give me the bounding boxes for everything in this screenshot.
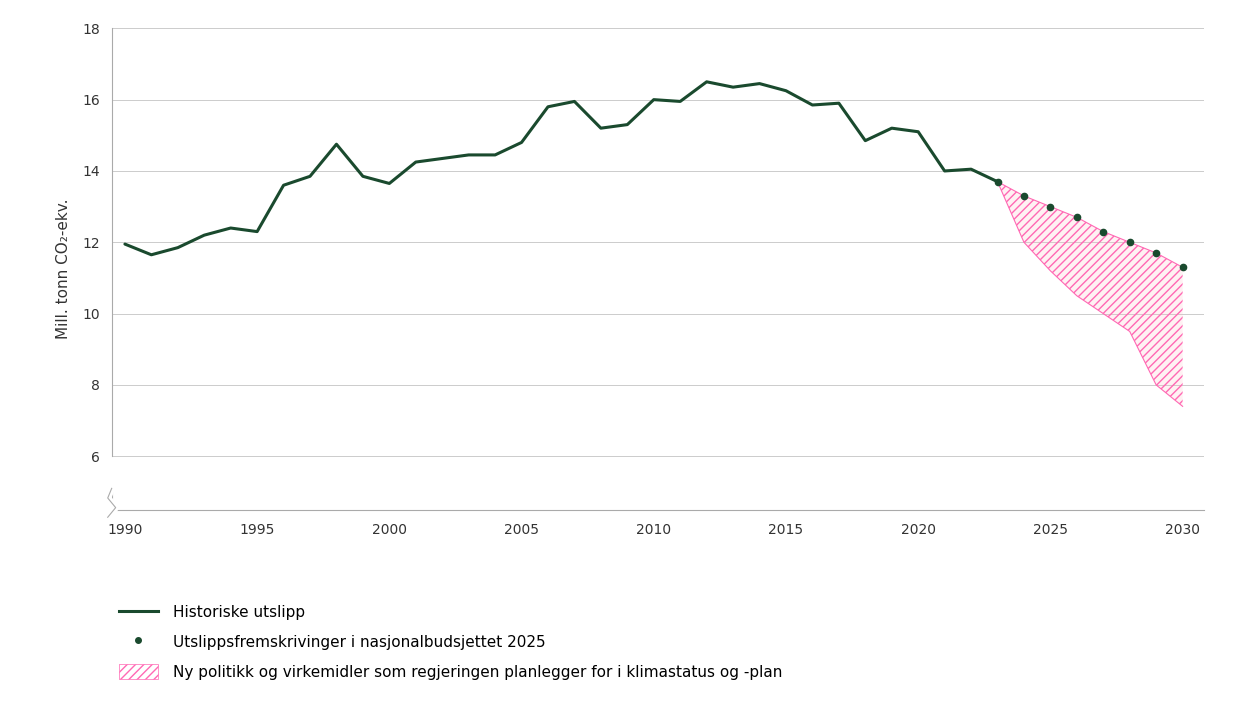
- Legend: Historiske utslipp, Utslippsfremskrivinger i nasjonalbudsjettet 2025, Ny politik: Historiske utslipp, Utslippsfremskriving…: [119, 604, 782, 680]
- Y-axis label: Mill. tonn CO₂-ekv.: Mill. tonn CO₂-ekv.: [56, 199, 71, 339]
